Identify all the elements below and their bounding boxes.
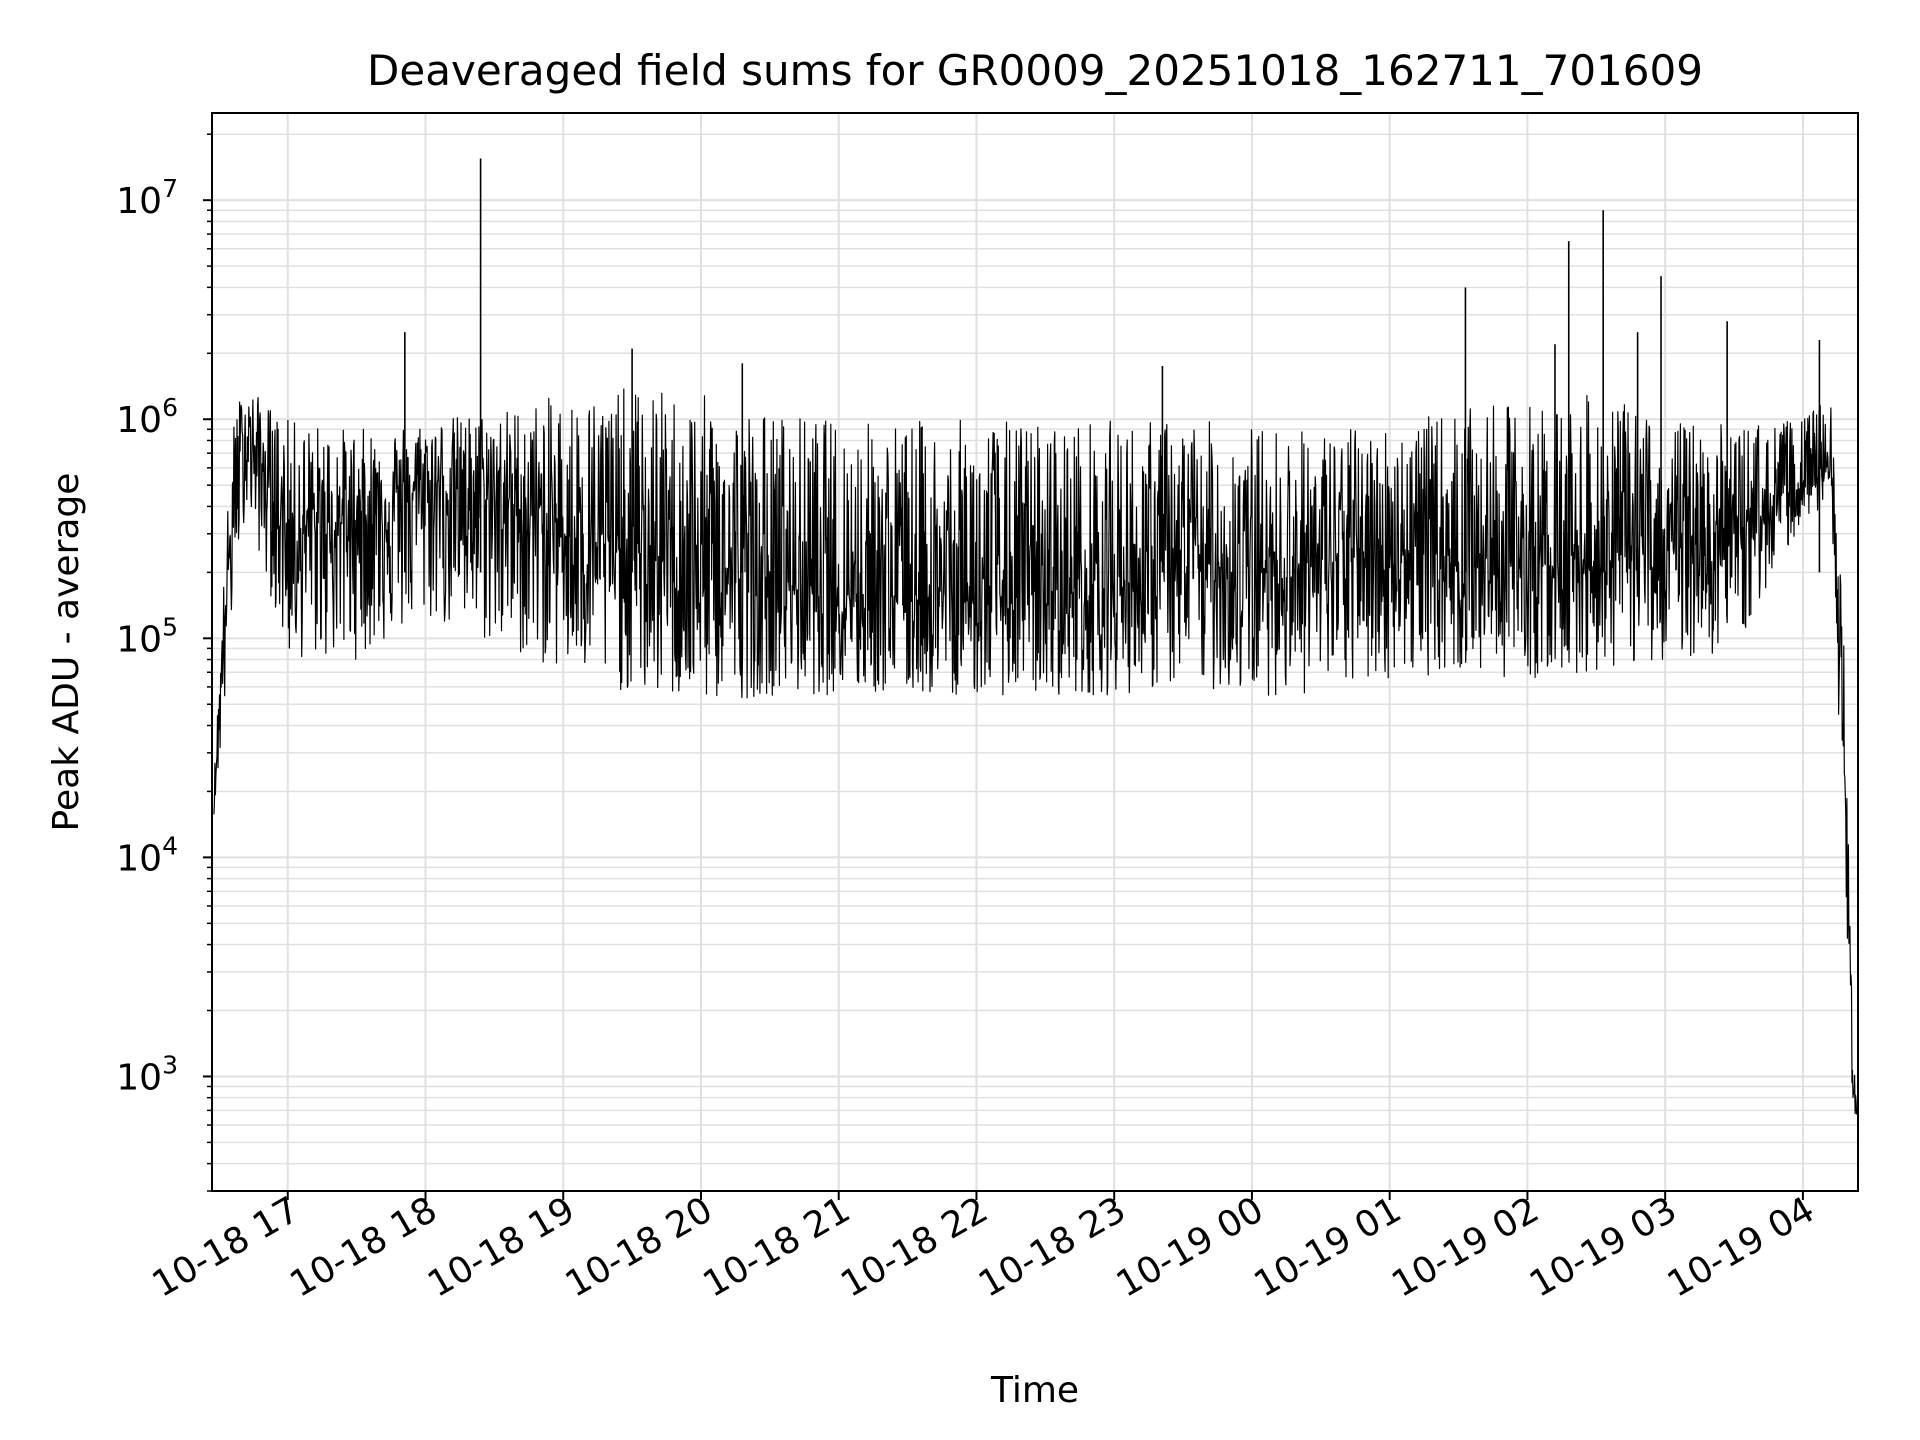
y-tick-label: 105 [116, 612, 178, 660]
grid-minor [212, 133, 1858, 1192]
y-axis-label: Peak ADU - average [46, 473, 87, 832]
y-tick-label: 103 [116, 1050, 178, 1098]
x-axis-label: Time [990, 1370, 1079, 1411]
plot-frame [211, 112, 1859, 1192]
y-axis: 103 104 105 106 107 [116, 133, 212, 1192]
y-tick-label: 107 [116, 174, 178, 222]
chart-title: Deaveraged field sums for GR0009_2025101… [367, 46, 1703, 95]
series-layer [213, 158, 1858, 1115]
y-tick-label: 104 [116, 831, 178, 879]
grid-major [212, 113, 1858, 1191]
series-line [213, 388, 1858, 1115]
y-tick-label: 106 [116, 393, 178, 441]
